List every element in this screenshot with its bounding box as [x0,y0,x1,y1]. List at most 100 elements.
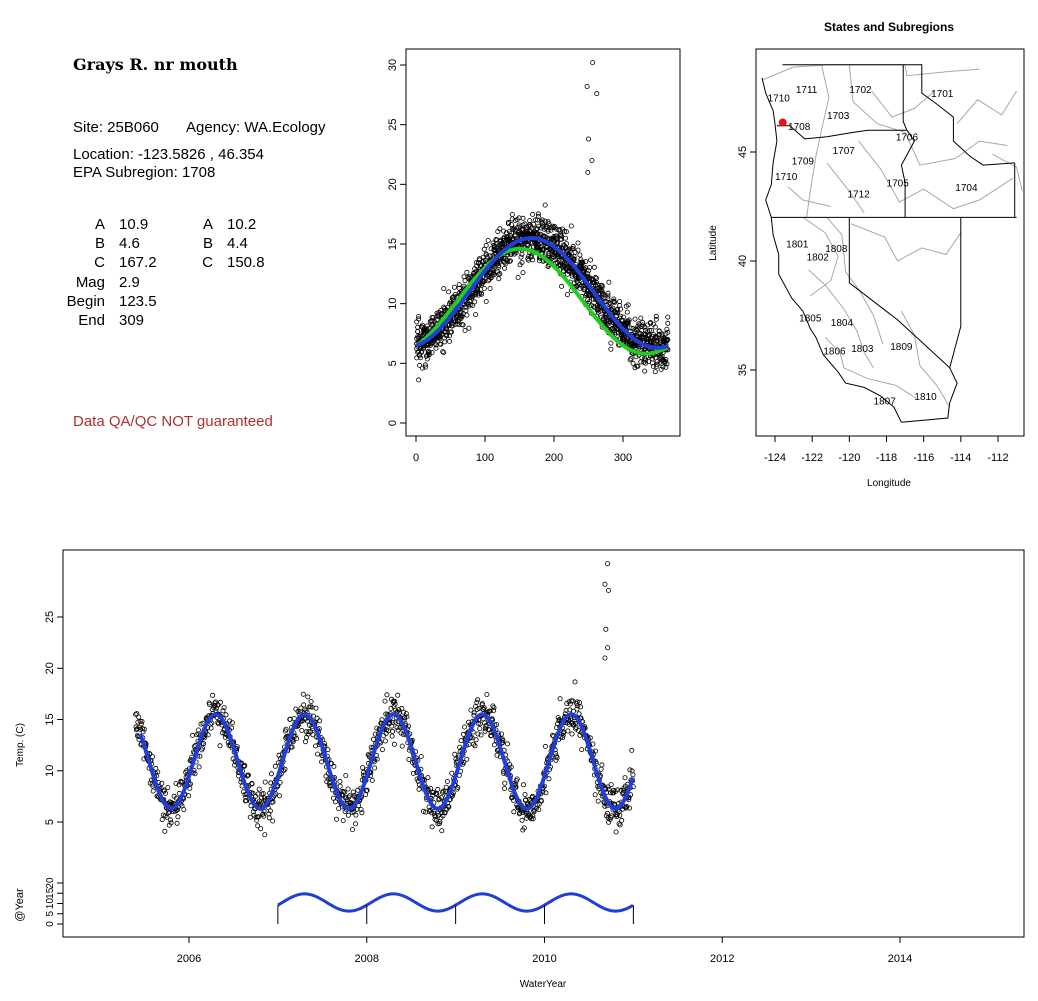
timeseries-point [389,733,395,739]
timeseries-point [560,735,566,741]
map-x-tick-label: -114 [950,452,971,464]
timeseries-outlier-point [605,587,611,593]
seasonal-point [464,312,470,318]
timeseries-point [374,756,380,762]
timeseries-point [587,735,593,741]
seasonal-point [575,247,581,253]
timeseries-point [353,812,359,818]
seasonal-point [630,325,636,331]
timeseries-point [546,776,552,782]
timeseries-point [141,726,147,732]
timeseries-point [165,785,171,791]
seasonal-point [461,274,467,280]
timeseries-outlier-point [603,626,609,632]
seasonal-point [628,325,634,331]
timeseries-point [347,793,353,799]
subregion-boundary [826,217,884,344]
seasonal-point [416,348,422,354]
seasonal-point [552,250,558,256]
timeseries-point [294,736,300,742]
timeseries-outlier-point [602,581,608,587]
seasonal-point [531,221,537,227]
timeseries-point [394,724,400,730]
seasonal-point [573,275,579,281]
blue-fit-line [415,235,669,350]
timeseries-point [429,810,435,816]
seasonal-point [455,318,461,324]
seasonal-point [499,243,505,249]
seasonal-point [563,235,569,241]
subregion-label: 1704 [955,183,978,194]
seasonal-point [502,259,508,265]
timeseries-point [457,744,463,750]
seasonal-point [571,256,577,262]
seasonal-point [621,333,627,339]
timeseries-point [201,741,207,747]
seasonal-point [584,291,590,297]
timeseries-point [379,717,385,723]
seasonal-point [419,365,425,371]
timeseries-point [174,820,180,826]
timeseries-point [455,785,461,791]
seasonal-point [581,269,587,275]
timeseries-point [470,741,476,747]
seasonal-point [437,334,443,340]
param2-value-c: 150.8 [227,254,265,272]
seasonal-point [459,321,465,327]
seasonal-point [654,335,660,341]
seasonal-point [472,291,478,297]
timeseries-point [268,771,274,777]
seasonal-point [574,278,580,284]
timeseries-point [360,765,366,771]
timeseries-point [262,832,268,838]
timeseries-point [317,718,323,724]
subregion-boundary [956,90,1018,125]
seasonal-point [573,273,579,279]
timeseries-point [149,754,155,760]
timeseries-point [435,786,441,792]
timeseries-point [478,732,484,738]
seasonal-point [624,309,630,315]
map-xlabel: Longitude [867,478,911,489]
seasonal-point [417,333,423,339]
map-y-tick-label: 45 [737,146,749,158]
timeseries-point [494,722,500,728]
timeseries-point [229,720,235,726]
seasonal-point [611,296,617,302]
timeseries-point [629,747,635,753]
seasonal-point [534,240,540,246]
timeseries-point [189,732,195,738]
seasonal-point [652,369,658,375]
seasonal-point [425,341,431,347]
site-title: Grays R. nr mouth [73,55,238,74]
timeseries-point [570,698,576,704]
agency-label: Agency: WA.Ecology [186,119,326,136]
seasonal-point [554,239,560,245]
timeseries-point [429,824,435,830]
seasonal-point [494,261,500,267]
timeseries-point [509,795,515,801]
param1-value-begin: 123.5 [119,292,157,310]
timeseries-frame [62,549,1025,938]
seasonal-point [563,241,569,247]
timeseries-point [436,796,442,802]
timeseries-point [550,732,556,738]
timeseries-point [181,807,187,813]
map-axes: -124 -122 -120 -118 -116 -114 -112 35 40 45 [737,146,1009,464]
timeseries-point [461,724,467,730]
seasonal-point [467,274,473,280]
seasonal-point [502,234,508,240]
timeseries-point [573,724,579,730]
seasonal-point [638,315,644,321]
timeseries-point [302,739,308,745]
timeseries-point [364,787,370,793]
param1-label-mag: Mag [75,273,105,291]
timeseries-point [473,737,479,743]
seasonal-point [510,226,516,232]
timeseries-x-tick-label: 2014 [888,953,912,965]
seasonal-point [434,317,440,323]
seasonal-point [487,270,493,276]
seasonal-point [418,323,424,329]
